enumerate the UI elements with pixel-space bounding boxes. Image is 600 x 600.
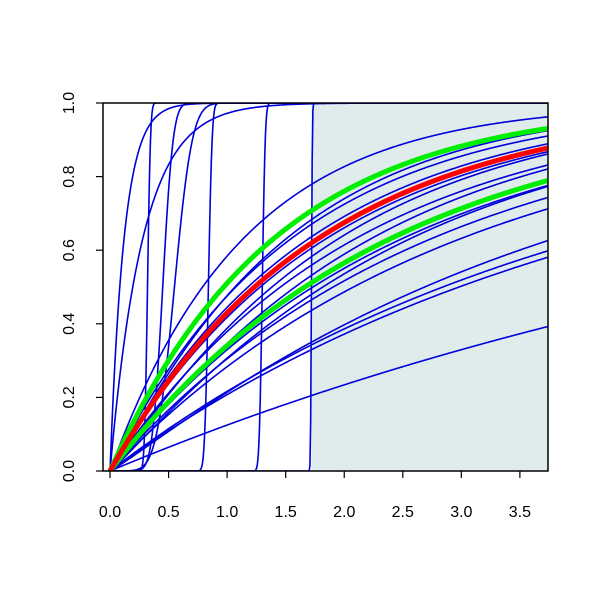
series-line-25 [107,178,548,471]
y-tick-label: 0.4 [61,313,78,335]
x-tick-label: 1.0 [216,504,238,521]
x-tick-label: 3.5 [509,504,531,521]
series-line-8 [109,116,548,471]
y-tick-label: 0.2 [61,386,78,408]
series-line-24 [107,125,548,471]
x-tick-label: 1.5 [275,504,297,521]
series-line-21 [109,250,548,471]
series-line-4 [109,103,548,471]
x-tick-label: 0.0 [99,504,121,521]
series-line-22 [109,256,548,471]
series-line-18 [109,196,548,471]
x-tick-label: 0.5 [157,504,179,521]
series-line-11 [109,142,548,471]
x-tick-label: 2.0 [333,504,355,521]
x-tick-label: 2.5 [392,504,414,521]
x-tick-label: 3.0 [450,504,472,521]
series-line-9 [109,129,548,471]
y-tick-label: 0.0 [61,460,78,482]
series-line-26 [107,145,548,471]
series-line-10 [109,135,548,471]
axes: 0.0 0.5 1.0 1.5 2.0 2.5 3.0 3.5 0.0 0.2 0.4 0.6 0.8 1… [61,92,549,521]
y-tick-label: 1.0 [61,92,78,114]
series-line-16 [109,185,548,471]
y-tick-label: 0.6 [61,239,78,261]
series-line-23 [109,325,548,471]
series-line-3 [109,103,548,471]
series-line-15 [109,164,548,471]
plot-frame [102,102,549,472]
series-line-19 [109,208,548,471]
y-tick-label: 0.8 [61,165,78,187]
plot-area [107,103,548,471]
